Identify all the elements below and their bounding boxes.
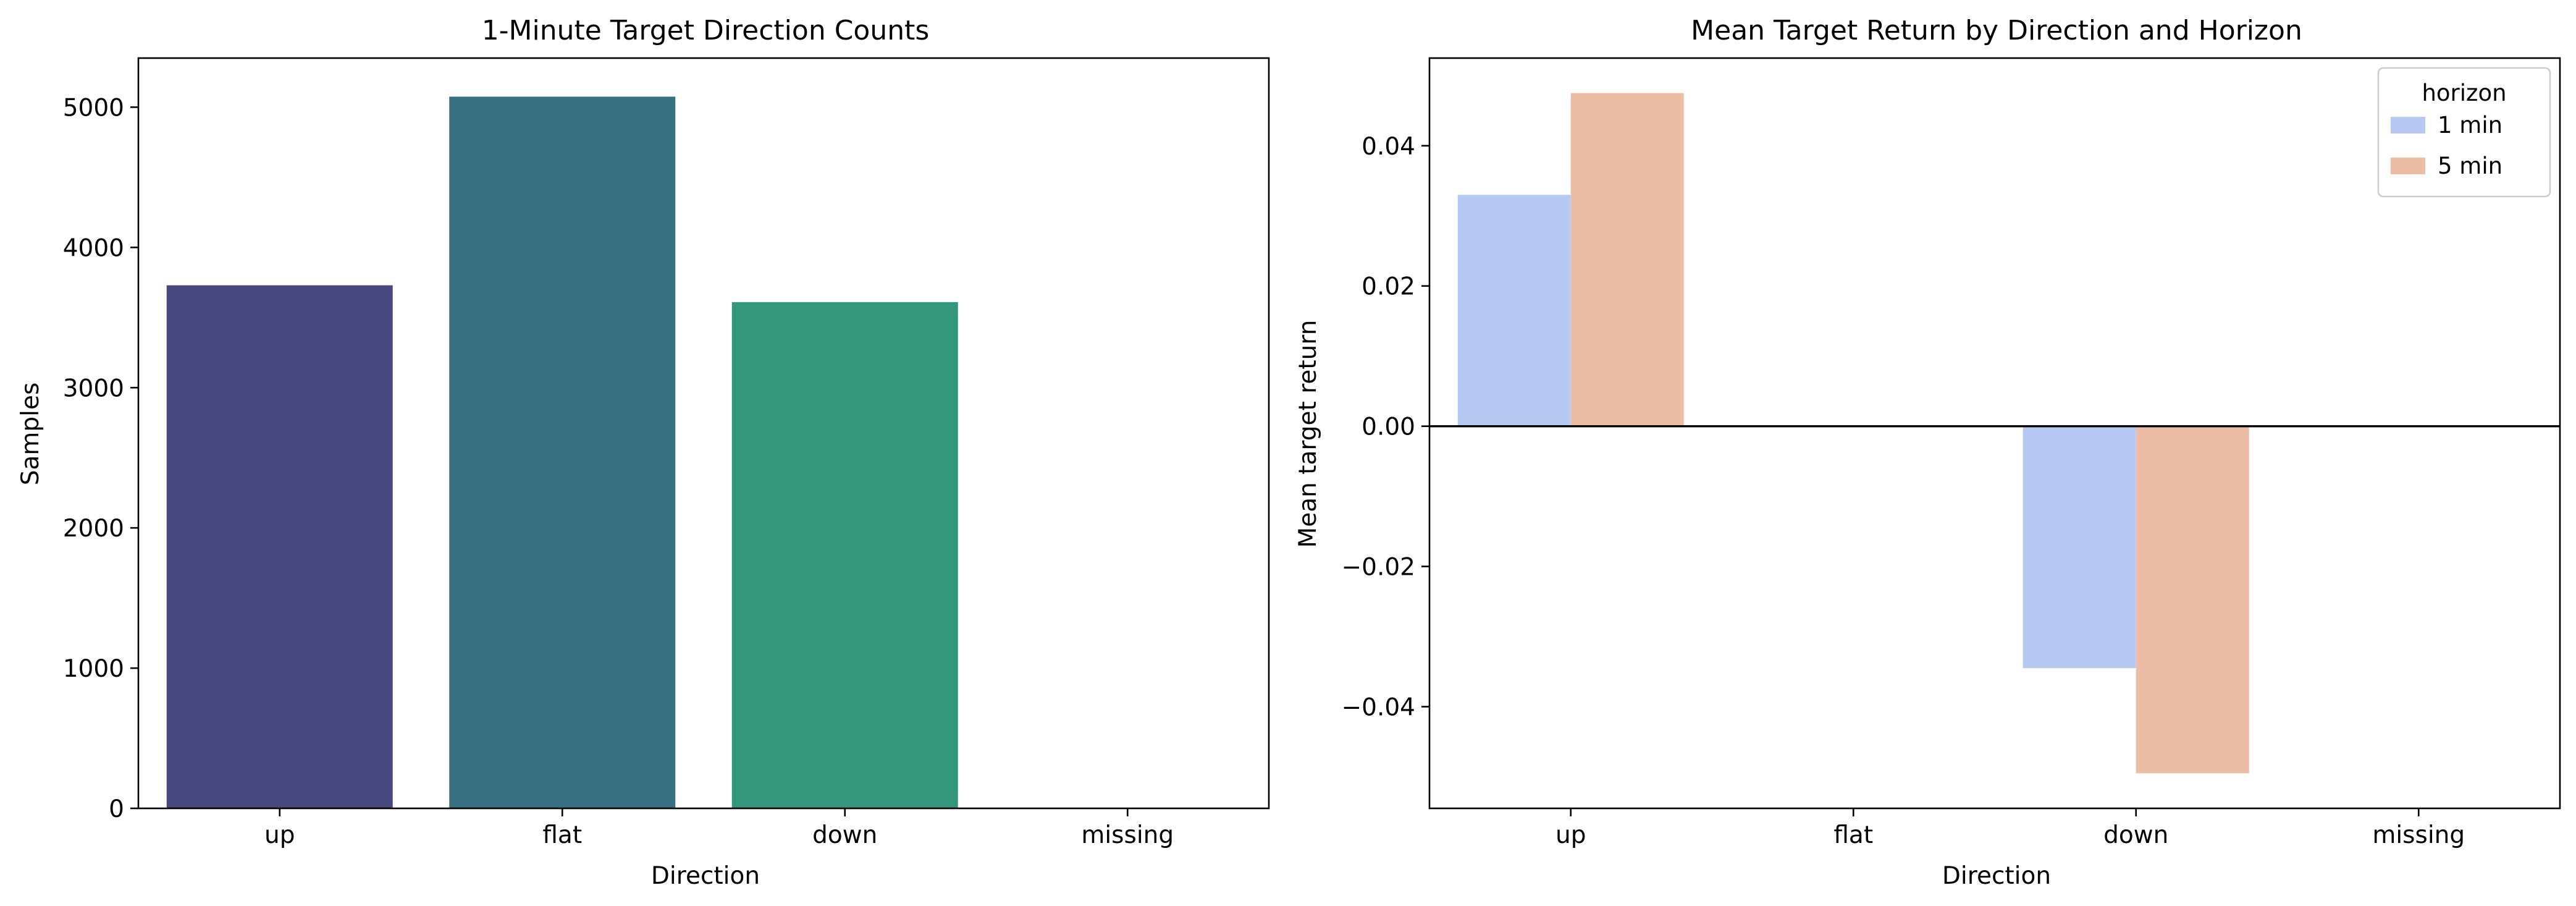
bar-down bbox=[731, 302, 958, 809]
x-tick-label-missing: missing bbox=[1081, 821, 1174, 849]
x-tick-label-flat: flat bbox=[542, 821, 582, 849]
x-axis-label: Direction bbox=[651, 862, 760, 890]
x-tick-label-missing: missing bbox=[2372, 821, 2465, 849]
plot-frame bbox=[137, 57, 1270, 810]
plot-frame bbox=[1428, 57, 2561, 810]
x-axis-label: Direction bbox=[1942, 862, 2051, 890]
legend-label-1-min: 1 min bbox=[2438, 112, 2502, 138]
y-tick-label: 0 bbox=[109, 795, 124, 823]
direction-counts-chart: 1-Minute Target Direction Counts Directi… bbox=[17, 15, 1270, 890]
x-tick-label-up: up bbox=[1555, 821, 1586, 849]
y-tick-label: 0.02 bbox=[1362, 273, 1415, 301]
y-tick-label: 1000 bbox=[63, 655, 124, 683]
y-tick-label: 4000 bbox=[63, 234, 124, 262]
y-axis-ticks: −0.04 −0.02 0.00 0.02 0.04 bbox=[1341, 133, 1429, 721]
legend: horizon 1 min 5 min bbox=[2377, 67, 2551, 198]
legend-label-5-min: 5 min bbox=[2438, 153, 2502, 179]
bar-group bbox=[1457, 93, 2249, 774]
x-tick-label-flat: flat bbox=[1833, 821, 1873, 849]
bar-up bbox=[166, 285, 393, 808]
y-tick-label: −0.04 bbox=[1341, 693, 1415, 721]
legend-swatch-1-min bbox=[2391, 117, 2425, 133]
y-tick-label: −0.02 bbox=[1341, 554, 1415, 582]
x-axis-ticks: up flat down missing bbox=[264, 808, 1174, 849]
chart-title: Mean Target Return by Direction and Hori… bbox=[1691, 15, 2302, 46]
y-tick-label: 3000 bbox=[63, 375, 124, 402]
bar-flat bbox=[449, 96, 676, 809]
bar-down-1-min bbox=[2022, 426, 2136, 669]
mean-return-chart: Mean Target Return by Direction and Hori… bbox=[1294, 15, 2561, 890]
x-tick-label-up: up bbox=[264, 821, 295, 849]
bar-down-5-min bbox=[2136, 426, 2249, 774]
bar-up-5-min bbox=[1570, 93, 1684, 426]
y-tick-label: 2000 bbox=[63, 515, 124, 543]
legend-title: horizon bbox=[2422, 80, 2506, 106]
x-axis-ticks: up flat down missing bbox=[1555, 808, 2465, 849]
legend-swatch-5-min bbox=[2391, 158, 2425, 174]
y-tick-label: 0.04 bbox=[1362, 133, 1415, 161]
y-axis-label: Samples bbox=[17, 383, 44, 486]
bar-up-1-min bbox=[1457, 195, 1571, 426]
x-tick-label-down: down bbox=[812, 821, 877, 849]
bar-group bbox=[166, 96, 958, 809]
chart-title: 1-Minute Target Direction Counts bbox=[482, 15, 930, 46]
x-tick-label-down: down bbox=[2103, 821, 2168, 849]
y-tick-label: 0.00 bbox=[1362, 413, 1415, 441]
y-axis-label: Mean target return bbox=[1294, 320, 1322, 548]
y-tick-label: 5000 bbox=[63, 94, 124, 122]
y-axis-ticks: 0 1000 2000 3000 4000 5000 bbox=[63, 94, 138, 823]
